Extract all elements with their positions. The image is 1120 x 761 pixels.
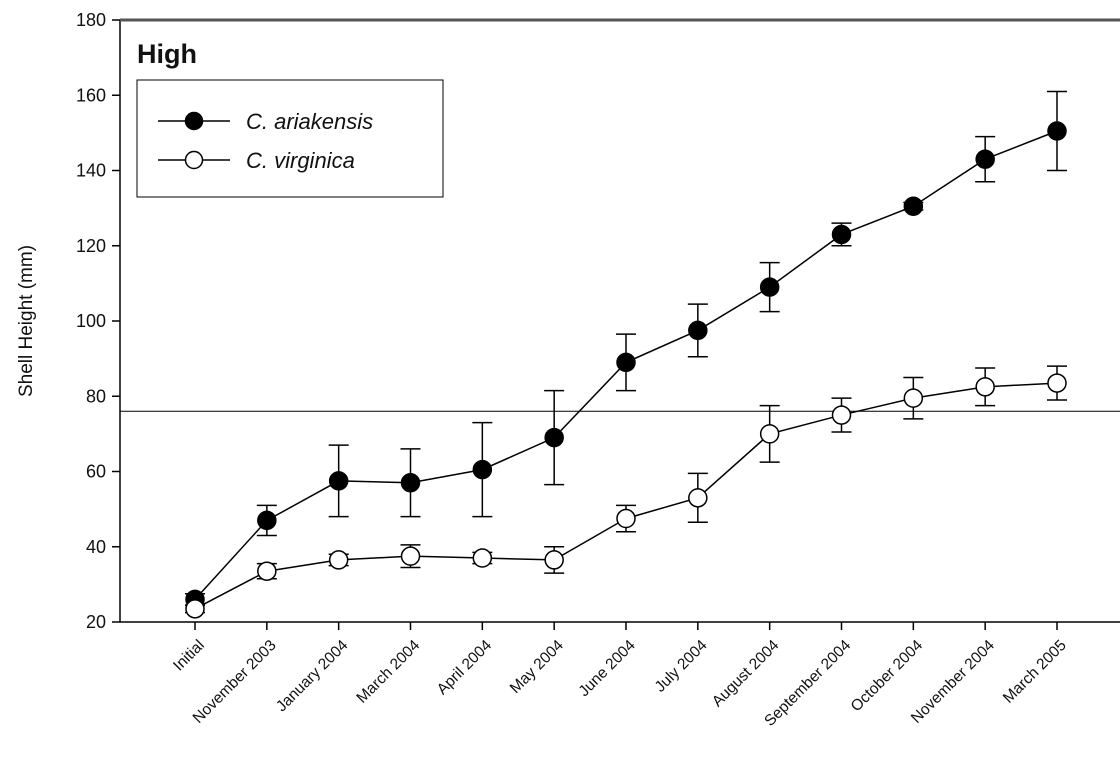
data-point — [472, 548, 493, 568]
data-point — [688, 320, 708, 341]
legend-label-virginica: C. virginica — [246, 148, 355, 173]
data-point — [328, 550, 349, 570]
data-point — [616, 352, 636, 373]
y-tick-label: 160 — [76, 85, 106, 105]
y-tick-label: 100 — [76, 311, 106, 331]
data-point — [185, 599, 205, 619]
panel-label: High — [137, 39, 197, 69]
data-point — [400, 473, 421, 493]
data-point — [257, 561, 277, 581]
data-point — [975, 377, 995, 397]
series-line — [194, 382, 1058, 610]
series-virginica — [185, 365, 1067, 619]
data-point — [616, 508, 636, 529]
data-point — [831, 405, 852, 425]
y-tick-label: 20 — [86, 612, 106, 632]
data-point — [903, 388, 924, 408]
data-point — [328, 471, 349, 491]
legend-marker-ariakensis — [184, 111, 204, 131]
data-point — [759, 277, 780, 297]
x-tick-label: May 2004 — [507, 637, 567, 697]
x-tick-label: June 2004 — [576, 637, 639, 700]
data-point — [1047, 373, 1067, 393]
x-tick-label: August 2004 — [709, 637, 783, 711]
x-tick-label: April 2004 — [434, 637, 496, 699]
y-tick-label: 180 — [76, 10, 106, 30]
legend-label-ariakensis: C. ariakensis — [246, 109, 373, 134]
data-point — [544, 550, 564, 570]
y-tick-label: 40 — [86, 537, 106, 557]
y-axis-title: Shell Height (mm) — [16, 245, 37, 397]
data-point — [688, 488, 708, 508]
y-tick-label: 60 — [86, 462, 106, 482]
data-point — [544, 427, 564, 448]
legend-box — [136, 79, 444, 198]
legend-marker-virginica — [184, 150, 204, 170]
y-tick-label: 80 — [86, 386, 106, 406]
y-tick-label: 140 — [76, 161, 106, 181]
data-point — [903, 196, 924, 216]
data-point — [831, 224, 852, 245]
y-tick-label: 120 — [76, 236, 106, 256]
data-point — [472, 459, 493, 480]
legend: C. ariakensis C. virginica — [136, 79, 444, 198]
data-point — [975, 149, 995, 169]
data-point — [759, 424, 780, 444]
data-point — [400, 546, 421, 566]
x-tick-label: March 2005 — [1000, 637, 1070, 707]
x-tick-label: March 2004 — [353, 637, 423, 707]
data-point — [1047, 121, 1067, 141]
x-tick-label: Initial — [170, 637, 208, 675]
x-tick-label: July 2004 — [652, 637, 711, 696]
x-tick-label: January 2004 — [273, 637, 352, 716]
data-point — [257, 510, 277, 531]
x-tick-label: October 2004 — [848, 637, 927, 716]
